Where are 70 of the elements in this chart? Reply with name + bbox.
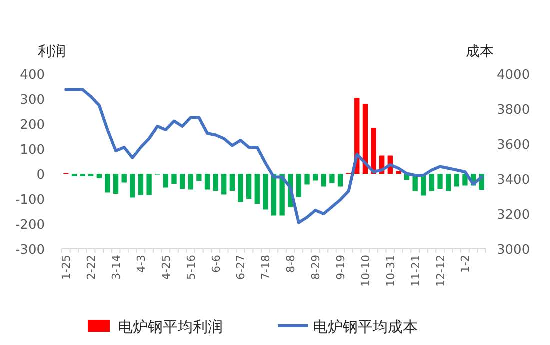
- y-tick-label: 300: [20, 93, 45, 108]
- bar: [196, 174, 202, 181]
- x-tick-label: 9-19: [334, 255, 348, 280]
- y-tick-label: -200: [15, 218, 45, 233]
- bar: [254, 174, 260, 204]
- bar: [438, 174, 443, 189]
- bar: [146, 174, 152, 196]
- y-axis-title: 利润: [38, 44, 66, 60]
- y2-tick-label: 4000: [497, 68, 530, 83]
- bar: [96, 174, 102, 178]
- x-tick-label: 3-14: [110, 255, 124, 280]
- y-tick-label: 200: [20, 118, 45, 133]
- bar: [304, 174, 310, 185]
- bar: [246, 174, 252, 199]
- y2-tick-label: 3000: [497, 243, 530, 258]
- y2-tick-label: 3600: [497, 138, 530, 153]
- y-tick-label: -100: [15, 193, 45, 208]
- bar: [222, 174, 227, 195]
- x-tick-label: 2-22: [85, 255, 98, 280]
- x-tick-label: 1-25: [60, 255, 74, 280]
- x-tick-label: 6-27: [234, 255, 248, 280]
- y-tick-label: -300: [15, 243, 45, 258]
- bar: [280, 174, 285, 216]
- bar: [105, 174, 110, 193]
- x-tick-label: 8-8: [284, 255, 298, 273]
- bar: [172, 174, 177, 184]
- bar: [321, 174, 326, 187]
- bar: [238, 174, 244, 202]
- bar: [204, 174, 210, 190]
- x-tick-label: 4-3: [134, 255, 148, 273]
- y2-tick-label: 3800: [497, 103, 530, 118]
- x-tick-label: 5-16: [184, 255, 198, 280]
- x-tick-label: 12-12: [434, 255, 448, 287]
- x-tick-label: 10-31: [384, 255, 398, 287]
- bar: [113, 174, 119, 194]
- y-tick-label: 400: [20, 68, 45, 83]
- legend-label: 电炉钢平均利润: [118, 318, 223, 336]
- bar: [454, 174, 460, 187]
- bar: [188, 174, 194, 190]
- bar: [362, 104, 368, 174]
- y-tick-label: 0: [36, 168, 45, 183]
- x-tick-label: 1-2: [459, 255, 472, 273]
- bar: [330, 174, 335, 184]
- bar: [130, 174, 136, 198]
- bar: [312, 174, 318, 181]
- y2-tick-label: 3200: [497, 208, 530, 223]
- x-tick-label: 7-18: [260, 255, 273, 280]
- bar: [163, 174, 168, 188]
- legend-label: 电炉钢平均成本: [313, 318, 418, 336]
- bar: [213, 174, 218, 191]
- bar: [396, 171, 402, 174]
- x-tick-label: 6-6: [210, 255, 223, 273]
- x-tick-label: 11-21: [409, 255, 422, 287]
- bar: [122, 174, 127, 183]
- bar: [429, 174, 435, 192]
- y2-axis-title: 成本: [466, 44, 494, 60]
- bar: [446, 174, 452, 192]
- y2-tick-label: 3400: [497, 173, 530, 188]
- bar: [296, 174, 302, 198]
- line-series: [64, 88, 484, 224]
- bar: [263, 174, 268, 210]
- x-tick-label: 8-29: [310, 255, 323, 280]
- bar: [338, 174, 344, 187]
- x-tick-label: 10-10: [359, 255, 372, 287]
- y-tick-label: 100: [20, 143, 45, 158]
- bar: [138, 174, 144, 196]
- bar: [371, 128, 376, 174]
- bar: [180, 174, 186, 189]
- bar: [230, 174, 236, 191]
- x-tick-label: 4-25: [160, 255, 173, 280]
